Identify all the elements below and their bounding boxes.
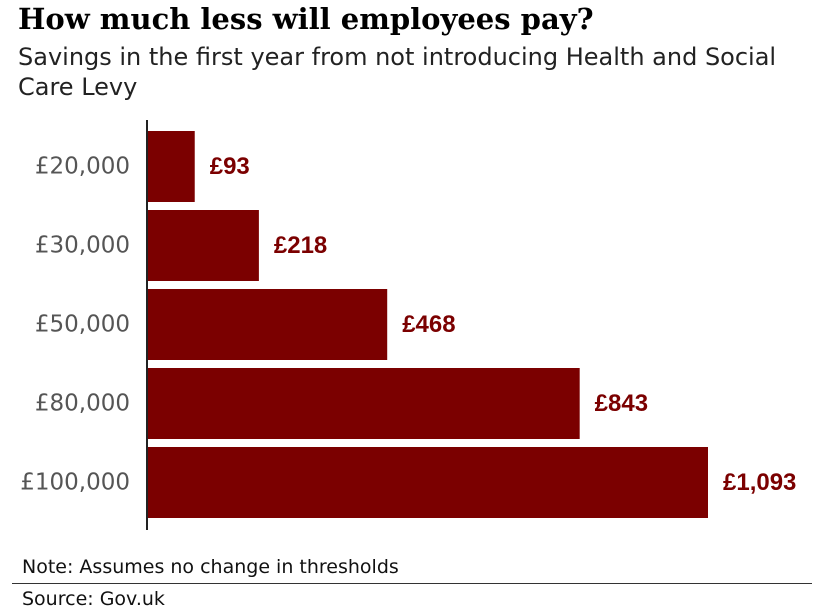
value-label: £93: [210, 153, 250, 180]
value-label: £843: [595, 390, 648, 417]
bars-group: [147, 131, 708, 518]
category-label: £30,000: [35, 233, 130, 259]
labels-group: £20,000 £93 £30,000 £218 £50,000 £468 £80,000 £…: [20, 153, 796, 496]
category-label: £50,000: [35, 312, 130, 338]
value-label: £218: [274, 232, 327, 259]
value-label: £1,093: [723, 469, 796, 496]
footer-divider: [12, 583, 812, 584]
bar-2: [147, 289, 388, 360]
chart-note: Note: Assumes no change in thresholds: [22, 556, 399, 578]
bar-0: [147, 131, 195, 202]
value-label: £468: [402, 311, 455, 338]
bar-4: [147, 447, 708, 518]
chart-title: How much less will employees pay?: [18, 2, 594, 36]
category-label: £20,000: [35, 154, 130, 180]
bar-1: [147, 210, 259, 281]
chart-source: Source: Gov.uk: [22, 588, 165, 610]
chart-subtitle: Savings in the first year from not intro…: [18, 43, 777, 101]
category-label: £100,000: [20, 470, 130, 496]
category-label: £80,000: [35, 391, 130, 417]
bar-3: [147, 368, 580, 439]
